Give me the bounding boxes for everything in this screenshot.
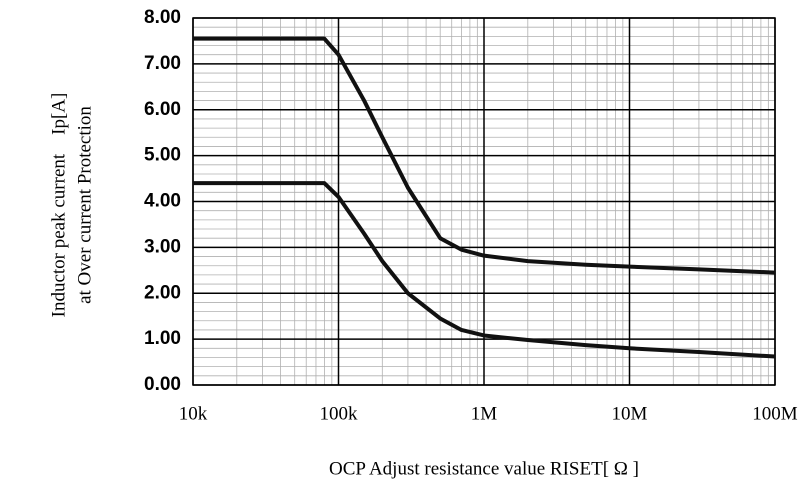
x-tick-label: 100k [320,403,359,424]
y-tick-label: 5.00 [144,145,181,166]
x-tick-label: 10M [612,403,648,424]
x-tick-label: 10k [179,403,208,424]
y-tick-label: 8.00 [144,7,181,28]
y-tick-label: 2.00 [144,282,181,303]
x-tick-label: 100M [752,403,798,424]
plot-frame [192,17,776,386]
x-tick-label: 1M [471,403,498,424]
y-tick-label: 0.00 [144,374,181,395]
y-tick-label: 7.00 [144,53,181,74]
x-axis-label: OCP Adjust resistance value RISET[ Ω ] [329,458,639,479]
y-tick-label: 1.00 [144,328,181,349]
data-line [193,181,776,359]
y-tick-label: 6.00 [144,99,181,120]
y-tick-label: 3.00 [144,236,181,257]
y-tick-label: 4.00 [144,191,181,212]
data-line [193,36,776,275]
y-axis-label: at Over current Protection [74,106,95,304]
y-axis-label: Inductor peak current Ip[A] [48,93,69,318]
